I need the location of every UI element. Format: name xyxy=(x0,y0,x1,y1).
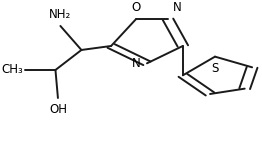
Text: NH₂: NH₂ xyxy=(49,8,72,21)
Text: N: N xyxy=(173,1,182,14)
Text: S: S xyxy=(211,62,219,75)
Text: OH: OH xyxy=(49,103,67,116)
Text: O: O xyxy=(131,1,140,14)
Text: CH₃: CH₃ xyxy=(2,63,23,77)
Text: N: N xyxy=(132,57,141,70)
